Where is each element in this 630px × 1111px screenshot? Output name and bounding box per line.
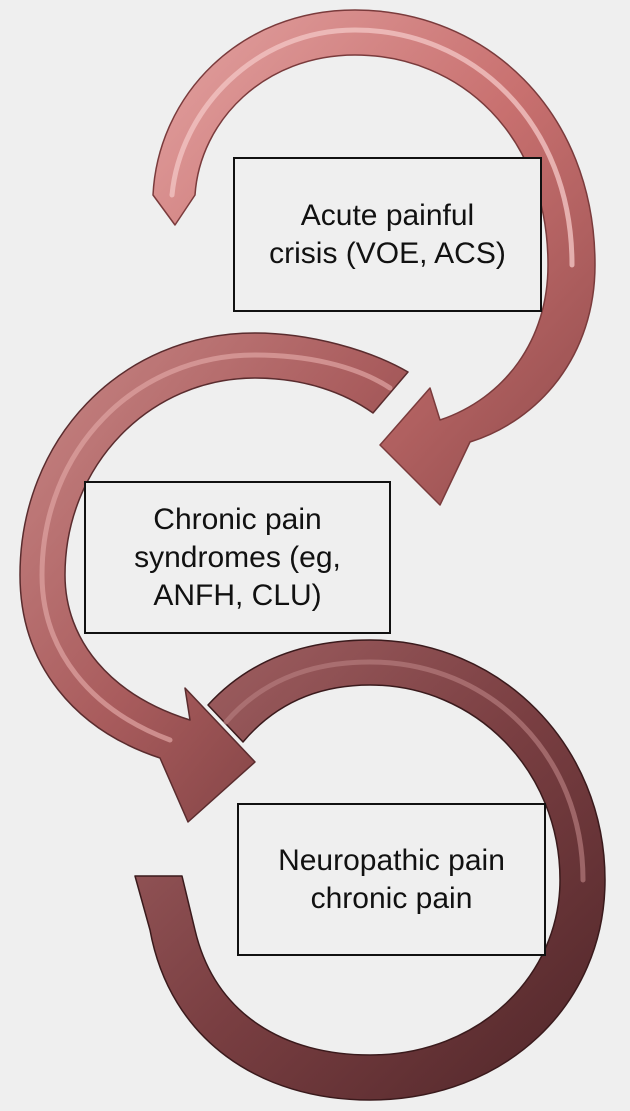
cycle-arrow-2: [19, 332, 409, 823]
stage-box-neuropathic-pain: Neuropathic pain chronic pain: [237, 803, 546, 956]
cycle-arrow-3: [134, 639, 606, 1101]
stage-label: Chronic pain syndromes (eg, ANFH, CLU): [134, 502, 341, 612]
stage-box-acute-painful-crisis: Acute painful crisis (VOE, ACS): [233, 157, 542, 312]
cycle-arrow-1: [152, 9, 596, 506]
stage-label: Acute painful crisis (VOE, ACS): [269, 198, 506, 270]
stage-box-chronic-pain-syndromes: Chronic pain syndromes (eg, ANFH, CLU): [84, 481, 391, 634]
stage-label: Neuropathic pain chronic pain: [278, 843, 505, 915]
